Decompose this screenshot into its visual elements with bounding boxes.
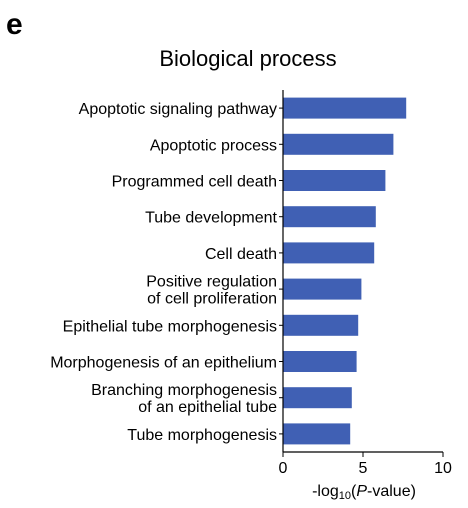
panel-label: e bbox=[6, 8, 23, 41]
x-tick-label: 5 bbox=[359, 460, 368, 477]
x-tick-label: 10 bbox=[434, 460, 452, 477]
bar bbox=[283, 314, 359, 336]
category-label: Programmed cell death bbox=[112, 174, 277, 191]
category-label: Morphogenesis of an epithelium bbox=[50, 355, 277, 372]
bar bbox=[283, 206, 376, 228]
category-label: Cell death bbox=[205, 246, 277, 263]
x-tick-label: 0 bbox=[279, 460, 288, 477]
category-label: Epithelial tube morphogenesis bbox=[63, 318, 277, 335]
bar bbox=[283, 97, 407, 119]
bar bbox=[283, 351, 357, 372]
category-label: Tube morphogenesis bbox=[127, 427, 277, 444]
bar bbox=[283, 133, 394, 155]
bars-group bbox=[283, 97, 407, 445]
axes: 0 5 10 bbox=[279, 90, 452, 477]
x-axis-label: -log10(P-value) bbox=[312, 483, 416, 502]
category-labels: Apoptotic signaling pathway Apoptotic pro… bbox=[50, 101, 277, 444]
category-label: Apoptotic signaling pathway bbox=[79, 101, 277, 118]
bar bbox=[283, 278, 362, 300]
bar bbox=[283, 387, 352, 409]
category-label: Tube development bbox=[145, 210, 277, 227]
category-label: Branching morphogenesis of an epithelial … bbox=[91, 382, 277, 416]
category-label: Apoptotic process bbox=[150, 137, 277, 154]
category-label: Positive regulation of cell proliferation bbox=[146, 274, 277, 308]
bar bbox=[283, 423, 351, 445]
bar bbox=[283, 242, 375, 264]
chart-title: Biological process bbox=[159, 46, 336, 71]
bar bbox=[283, 170, 386, 191]
